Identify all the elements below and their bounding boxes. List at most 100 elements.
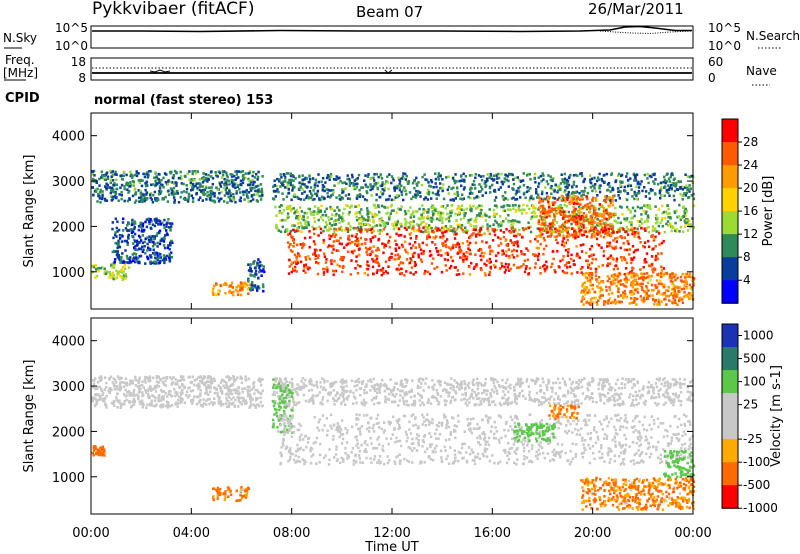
range-cell: [216, 175, 219, 178]
range-cell: [291, 189, 294, 192]
range-cell: [496, 177, 499, 180]
range-cell: [540, 192, 544, 196]
range-cell: [539, 231, 542, 235]
range-cell: [141, 234, 144, 237]
range-cell: [275, 223, 278, 227]
range-cell: [518, 190, 521, 193]
range-cell: [589, 207, 592, 211]
range-cell: [231, 286, 234, 289]
range-cell: [132, 397, 136, 401]
range-cell: [575, 254, 578, 258]
range-cell: [129, 228, 132, 231]
range-cell: [476, 206, 479, 209]
range-cell: [366, 209, 369, 213]
range-cell: [295, 216, 298, 220]
range-cell: [462, 258, 465, 262]
range-cell: [382, 272, 385, 275]
range-cell: [652, 247, 655, 250]
range-cell: [339, 198, 342, 201]
range-cell: [611, 281, 614, 285]
range-cell: [133, 394, 136, 397]
range-cell: [406, 225, 409, 229]
range-cell: [256, 189, 260, 192]
range-cell: [594, 197, 598, 200]
range-cell: [558, 196, 561, 200]
range-cell: [320, 195, 324, 199]
range-cell: [162, 390, 166, 393]
range-cell: [574, 201, 577, 205]
range-cell: [339, 179, 342, 183]
range-cell: [543, 225, 546, 228]
range-cell: [259, 260, 262, 264]
range-cell: [100, 376, 103, 379]
range-cell: [490, 249, 493, 253]
range-cell: [436, 193, 439, 196]
range-cell: [364, 238, 367, 241]
range-cell: [508, 256, 511, 260]
range-cell: [163, 236, 166, 239]
range-cell: [667, 286, 670, 289]
range-cell: [167, 193, 171, 196]
range-cell: [109, 181, 112, 184]
range-cell: [153, 176, 156, 179]
range-cell: [470, 174, 474, 177]
range-cell: [323, 210, 327, 213]
range-cell: [602, 254, 605, 258]
range-cell: [372, 203, 376, 207]
range-cell: [155, 375, 158, 378]
range-cell: [617, 275, 620, 278]
range-cell: [371, 265, 375, 269]
range-cell: [479, 190, 482, 193]
range-cell: [625, 261, 629, 265]
range-cell: [688, 190, 691, 193]
range-cell: [591, 184, 594, 188]
range-cell: [432, 257, 435, 260]
range-cell: [112, 274, 116, 277]
range-cell: [668, 276, 672, 280]
range-cell: [160, 178, 163, 182]
range-cell: [116, 406, 119, 409]
range-cell: [125, 254, 129, 258]
range-cell: [326, 188, 330, 192]
range-cell: [283, 179, 287, 183]
range-cell: [663, 178, 667, 182]
range-cell: [358, 222, 361, 225]
range-cell: [301, 182, 304, 186]
range-cell: [615, 240, 618, 243]
range-cell: [290, 270, 293, 274]
range-cell: [191, 185, 194, 189]
range-cell: [619, 189, 622, 193]
range-cell: [193, 178, 196, 182]
range-cell: [98, 385, 102, 389]
range-cell: [276, 188, 279, 191]
range-cell: [596, 218, 599, 221]
range-cell: [254, 397, 258, 400]
range-cell: [655, 254, 658, 258]
range-cell: [558, 229, 561, 233]
range-cell: [563, 198, 566, 202]
range-cell: [309, 186, 313, 189]
range-cell: [112, 190, 115, 194]
range-cell: [201, 185, 204, 188]
range-cell: [373, 215, 376, 218]
range-cell: [231, 173, 234, 176]
range-cell: [146, 236, 149, 239]
range-cell: [539, 214, 542, 218]
range-cell: [101, 399, 105, 402]
range-cell: [395, 186, 398, 190]
range-cell: [252, 381, 256, 384]
range-cell: [333, 184, 336, 187]
range-cell: [318, 210, 321, 213]
range-cell: [317, 180, 320, 184]
range-cell: [434, 243, 437, 246]
range-cell: [537, 222, 541, 226]
range-cell: [692, 281, 695, 285]
range-cell: [495, 212, 499, 216]
range-cell: [121, 221, 125, 224]
range-cell: [337, 239, 340, 243]
range-cell: [160, 237, 163, 241]
range-cell: [460, 224, 464, 227]
range-cell: [332, 188, 335, 192]
range-cell: [562, 237, 565, 240]
range-cell: [447, 185, 451, 189]
